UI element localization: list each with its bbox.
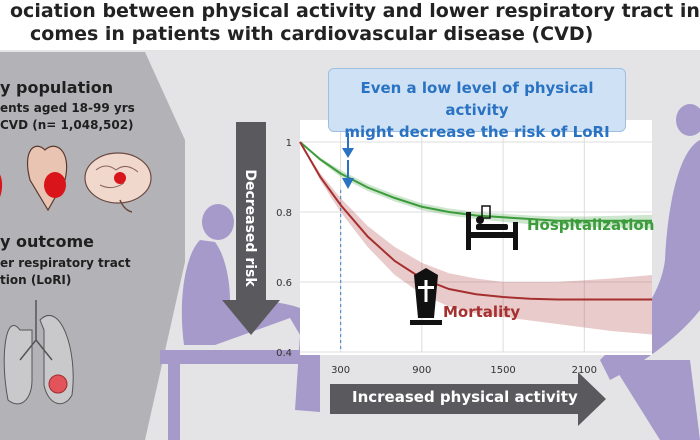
population-heading: y population [0, 78, 114, 97]
x-tick-label: 2100 [572, 365, 597, 376]
gridlines [300, 120, 652, 353]
x-tick-label: 1500 [490, 365, 515, 376]
x-arrow-label: Increased physical activity [352, 388, 578, 406]
y-tick-label: 0.6 [276, 278, 292, 289]
series-label-mortality: Mortality [443, 303, 521, 321]
x-tick-label: 900 [412, 365, 431, 376]
x-tick-label: 300 [331, 365, 350, 376]
series-line [299, 141, 652, 301]
series-label-hospitalization: Hospitalization [527, 216, 655, 234]
page-title: ociation between physical activity and l… [0, 0, 700, 50]
y-axis: 0.4 0.6 0.8 1 [276, 138, 292, 359]
heart-icon [26, 145, 68, 212]
callout-pointer-arrows [342, 133, 354, 189]
y-tick-label: 0.4 [276, 348, 292, 359]
outcome-line-2: tion (LoRI) [0, 273, 72, 287]
callout-line-1: Even a low level of physical activity [360, 79, 594, 119]
title-line-1: ociation between physical activity and l… [10, 0, 700, 22]
outcome-line-1: er respiratory tract [0, 256, 131, 270]
series-line [299, 141, 652, 222]
y-tick-label: 1 [286, 138, 292, 149]
title-line-2: comes in patients with cardiovascular di… [30, 23, 594, 45]
callout-box: Even a low level of physical activity mi… [328, 68, 626, 141]
y-arrow-label: Decreased risk [242, 169, 258, 287]
population-line-2: CVD (n= 1,048,502) [0, 118, 134, 132]
heart-left-icon [0, 174, 3, 197]
callout-line-2: might decrease the risk of LoRI [344, 123, 610, 141]
decreased-risk-arrow [222, 122, 280, 335]
increased-activity-arrow [330, 372, 606, 426]
lungs-icon [3, 300, 74, 405]
outcome-heading: y outcome [0, 232, 95, 251]
population-line-1: ents aged 18-99 yrs [0, 101, 135, 115]
confidence-band [300, 142, 652, 335]
brain-icon [84, 152, 152, 213]
x-axis: 300 900 1500 2100 [331, 365, 597, 376]
hospital-bed-icon [466, 205, 518, 250]
y-tick-label: 0.8 [276, 208, 292, 219]
person-silhouette-right [600, 104, 700, 440]
series-layer [299, 141, 652, 335]
coffin-icon [410, 268, 442, 325]
